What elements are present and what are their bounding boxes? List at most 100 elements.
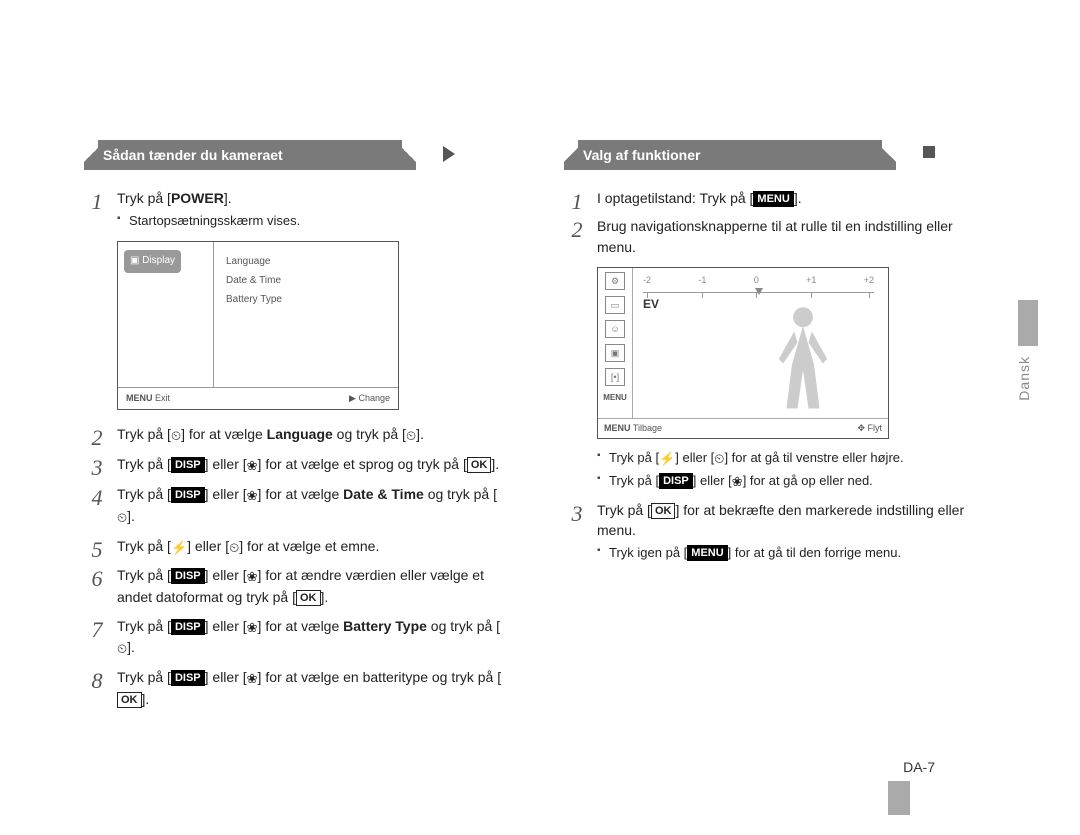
ok-key: OK bbox=[117, 692, 142, 708]
macro-icon: ❀ bbox=[247, 619, 258, 638]
flash-icon: ⚡ bbox=[659, 450, 675, 469]
text: ]. bbox=[142, 691, 150, 707]
text: Tryk på [ bbox=[117, 567, 171, 583]
text: ] eller [ bbox=[205, 486, 247, 502]
page-number-bar bbox=[888, 781, 910, 815]
timer-icon: ⏲ bbox=[117, 509, 127, 528]
text: Tryk igen på [ bbox=[609, 545, 687, 560]
bold-text: Language bbox=[267, 426, 333, 442]
disp-key: DISP bbox=[171, 619, 205, 635]
text: Tryk på [ bbox=[597, 502, 651, 518]
right-steps: I optagetilstand: Tryk på [MENU]. Brug n… bbox=[565, 188, 985, 563]
left-step-2: Tryk på [⏲] for at vælge Language og try… bbox=[85, 424, 505, 446]
lcd2-footer-left-label: Tilbage bbox=[633, 423, 662, 433]
sub-list: Startopsætningsskærm vises. bbox=[117, 212, 505, 231]
text: Brug navigationsknapperne til at rulle t… bbox=[597, 218, 953, 254]
right-column: Valg af funktioner I optagetilstand: Try… bbox=[565, 140, 985, 717]
text: Tryk på [ bbox=[117, 538, 171, 554]
flash-icon: ⚡ bbox=[171, 539, 187, 558]
lcd-footer-right: ▶ Change bbox=[341, 388, 398, 409]
right-step-3: Tryk på [OK] for at bekræfte den markere… bbox=[565, 500, 985, 563]
text: ] eller [ bbox=[187, 538, 229, 554]
power-key: POWER bbox=[171, 190, 224, 206]
lcd2-sidebar: ⚙ ▭ ☺ ▣ [•] MENU bbox=[598, 268, 633, 418]
lcd-sidebar: ▣ Display bbox=[118, 242, 214, 387]
lcd-side-tab: ▣ Display bbox=[124, 250, 181, 273]
sub-list: Tryk på [⚡] eller [⏲] for at gå til vens… bbox=[597, 449, 985, 492]
text: ] eller [ bbox=[205, 456, 247, 472]
lcd2-footer-right: ✥ Flyt bbox=[857, 422, 882, 435]
timer-icon: ⏲ bbox=[171, 427, 181, 446]
text: ] eller [ bbox=[205, 669, 247, 685]
text: ] for at vælge bbox=[258, 486, 344, 502]
bold-text: Date & Time bbox=[343, 486, 424, 502]
lcd-footer: MENU Exit ▶ Change bbox=[118, 387, 398, 409]
bold-text: Battery Type bbox=[343, 618, 427, 634]
text: ]. bbox=[321, 589, 329, 605]
text: og tryk på [ bbox=[427, 618, 500, 634]
text: Tryk på [ bbox=[117, 190, 171, 206]
timer-icon: ⏲ bbox=[714, 450, 724, 469]
text: ] for at vælge bbox=[181, 426, 267, 442]
content-columns: Sådan tænder du kameraet Tryk på [POWER]… bbox=[85, 140, 985, 717]
ev-label: EV bbox=[643, 296, 659, 313]
sub-list: Tryk igen på [MENU] for at gå til den fo… bbox=[597, 544, 985, 563]
right-step-2: Brug navigationsknapperne til at rulle t… bbox=[565, 216, 985, 491]
text: ] eller [ bbox=[205, 567, 247, 583]
text: og tryk på [ bbox=[333, 426, 406, 442]
disp-key: DISP bbox=[171, 457, 205, 473]
language-tab: Dansk bbox=[1016, 300, 1040, 430]
text: Tryk på [ bbox=[117, 456, 171, 472]
menu-glyph: MENU bbox=[604, 423, 631, 433]
text: ]. bbox=[416, 426, 424, 442]
right-header-text: Valg af funktioner bbox=[583, 147, 700, 163]
sub-item: Tryk på [DISP] eller [❀] for at gå op el… bbox=[597, 472, 985, 492]
lcd-body: ▣ Display Language Date & Time Battery T… bbox=[118, 242, 398, 387]
text: Tryk på [ bbox=[609, 473, 659, 488]
side-icon: ▭ bbox=[605, 296, 625, 314]
text: ]. bbox=[127, 639, 135, 655]
scale-tick: +2 bbox=[864, 274, 874, 292]
lcd-footer-left-label: Exit bbox=[155, 393, 170, 403]
text: Tryk på [ bbox=[117, 426, 171, 442]
stop-icon bbox=[923, 146, 935, 158]
menu-glyph: MENU bbox=[126, 393, 153, 403]
page-number: DA-7 bbox=[903, 759, 935, 775]
text: ] for at gå til venstre eller højre. bbox=[724, 450, 903, 465]
macro-icon: ❀ bbox=[247, 670, 258, 689]
timer-icon: ⏲ bbox=[406, 427, 416, 446]
text: ]. bbox=[127, 508, 135, 524]
lcd2-footer-left: MENU Tilbage bbox=[604, 422, 662, 435]
play-icon bbox=[443, 146, 455, 162]
scale-tick: +1 bbox=[806, 274, 816, 292]
lcd-ev-illustration: ⚙ ▭ ☺ ▣ [•] MENU -2 -1 bbox=[597, 267, 889, 439]
lcd-footer-right-label: Change bbox=[358, 393, 390, 403]
macro-icon: ❀ bbox=[247, 487, 258, 506]
lcd-main: Language Date & Time Battery Type bbox=[214, 242, 398, 387]
scale-tick: -2 bbox=[643, 274, 651, 292]
lcd-side-tab-label: Display bbox=[142, 255, 175, 266]
left-step-1: Tryk på [POWER]. Startopsætningsskærm vi… bbox=[85, 188, 505, 410]
manual-page: Sådan tænder du kameraet Tryk på [POWER]… bbox=[0, 0, 1080, 835]
sub-item: Tryk på [⚡] eller [⏲] for at gå til vens… bbox=[597, 449, 985, 469]
side-icon: ⚙ bbox=[605, 272, 625, 290]
lcd-menu-item: Language bbox=[226, 252, 388, 271]
disp-key: DISP bbox=[659, 473, 693, 489]
play-glyph: ▶ bbox=[349, 393, 356, 403]
lcd-menu-item: Battery Type bbox=[226, 290, 388, 309]
menu-key: MENU bbox=[753, 191, 793, 207]
text: Tryk på [ bbox=[117, 669, 171, 685]
text: ]. bbox=[794, 190, 802, 206]
ok-key: OK bbox=[467, 457, 492, 473]
left-steps: Tryk på [POWER]. Startopsætningsskærm vi… bbox=[85, 188, 505, 709]
left-section-header: Sådan tænder du kameraet bbox=[85, 140, 415, 170]
text: Tryk på [ bbox=[117, 618, 171, 634]
lcd2-footer-right-label: Flyt bbox=[868, 423, 883, 433]
text: ] for at gå til den forrige menu. bbox=[728, 545, 901, 560]
left-step-7: Tryk på [DISP] eller [❀] for at vælge Ba… bbox=[85, 616, 505, 660]
disp-key: DISP bbox=[171, 670, 205, 686]
ev-scale-pointer bbox=[755, 288, 763, 295]
macro-icon: ❀ bbox=[247, 457, 258, 476]
lang-tab-text: Dansk bbox=[1016, 356, 1032, 401]
lcd-footer-left: MENU Exit bbox=[118, 388, 178, 409]
